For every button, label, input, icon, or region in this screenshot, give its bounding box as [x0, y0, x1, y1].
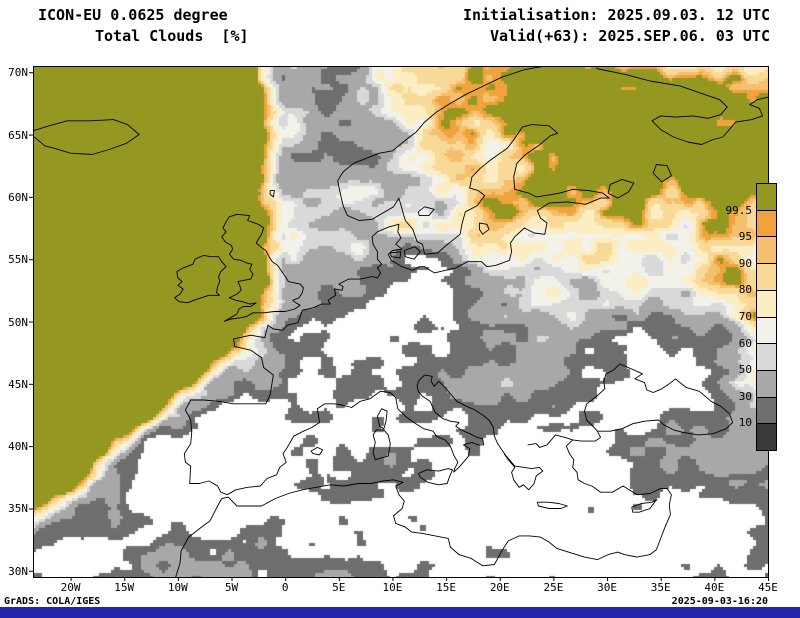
colorbar-block — [757, 397, 776, 425]
lat-axis-label: 40N — [8, 440, 28, 454]
lon-axis-label: 20W — [60, 581, 81, 594]
colorbar-block — [757, 290, 776, 318]
lon-axis-label: 10W — [167, 581, 188, 594]
colorbar-label: 60 — [738, 336, 752, 350]
lat-axis-label: 65N — [8, 128, 28, 142]
grads-credit: GrADS: COLA/IGES — [4, 596, 101, 607]
lon-axis-label: 10E — [382, 581, 403, 594]
colorbar-label: 90 — [738, 256, 752, 270]
colorbar-label: 95 — [738, 230, 752, 244]
creation-timestamp: 2025-09-03-16:20 — [671, 596, 768, 607]
colorbar-block — [757, 317, 776, 345]
initialisation-time: Initialisation: 2025.09.03. 12 UTC — [462, 6, 770, 24]
lon-axis-label: 25E — [543, 581, 564, 594]
cloud-field-canvas — [33, 66, 768, 577]
model-title: ICON-EU 0.0625 degree — [38, 6, 228, 24]
lon-axis-label: 0 — [281, 581, 289, 594]
footer-bar — [0, 607, 800, 618]
variable-title: Total Clouds [%] — [95, 27, 249, 45]
colorbar-block — [757, 184, 776, 211]
lat-axis-label: 55N — [8, 253, 28, 267]
lon-axis-label: 45E — [758, 581, 778, 594]
colorbar-block — [757, 424, 776, 451]
lon-axis-label: 5W — [224, 581, 239, 594]
lat-axis-label: 45N — [8, 377, 28, 391]
colorbar-label: 50 — [738, 363, 752, 377]
lon-axis-label: 15E — [436, 581, 457, 594]
lat-axis-label: 50N — [8, 315, 28, 329]
colorbar-label: 10 — [738, 416, 752, 430]
lat-axis-label: 30N — [8, 564, 28, 578]
colorbar — [756, 183, 777, 451]
lon-axis-label: 40E — [704, 581, 725, 594]
colorbar-label: 80 — [738, 283, 752, 297]
colorbar-block — [757, 210, 776, 238]
lon-axis-label: 35E — [650, 581, 671, 594]
lon-axis-label: 15W — [114, 581, 135, 594]
colorbar-block — [757, 370, 776, 398]
lon-axis-label: 20E — [489, 581, 510, 594]
colorbar-label: 99.5 — [725, 203, 753, 217]
lon-axis-label: 30E — [597, 581, 617, 594]
valid-time: Valid(+63): 2025.SEP.06. 03 UTC — [490, 27, 770, 45]
colorbar-block — [757, 237, 776, 265]
colorbar-block — [757, 264, 776, 291]
lat-axis-label: 35N — [8, 502, 28, 516]
colorbar-label: 30 — [738, 389, 752, 403]
lat-axis-label: 70N — [8, 66, 28, 80]
colorbar-label: 70 — [738, 310, 752, 323]
colorbar-block — [757, 344, 776, 371]
lon-axis-label: 5E — [332, 581, 346, 594]
lat-axis-label: 60N — [8, 190, 28, 204]
